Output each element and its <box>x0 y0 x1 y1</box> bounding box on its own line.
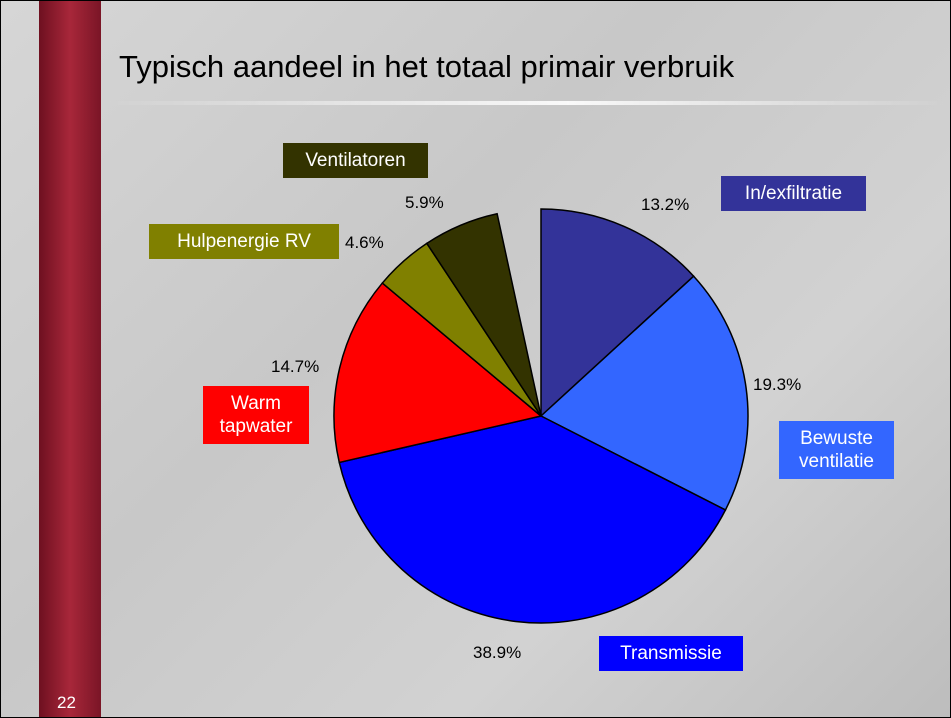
category-label: Ventilatoren <box>283 143 428 178</box>
value-label: 38.9% <box>473 643 521 663</box>
page-number: 22 <box>57 693 76 713</box>
category-label: Hulpenergie RV <box>149 224 339 259</box>
chart <box>1 1 950 717</box>
value-label: 4.6% <box>345 233 384 253</box>
slide: Typisch aandeel in het totaal primair ve… <box>0 0 951 718</box>
category-label: In/exfiltratie <box>721 176 866 211</box>
value-label: 13.2% <box>641 195 689 215</box>
category-label: Bewuste ventilatie <box>779 421 894 479</box>
value-label: 14.7% <box>271 357 319 377</box>
category-label: Transmissie <box>599 636 743 671</box>
value-label: 5.9% <box>405 193 444 213</box>
category-label: Warm tapwater <box>203 386 309 444</box>
page: Typisch aandeel in het totaal primair ve… <box>0 0 951 718</box>
value-label: 19.3% <box>753 375 801 395</box>
